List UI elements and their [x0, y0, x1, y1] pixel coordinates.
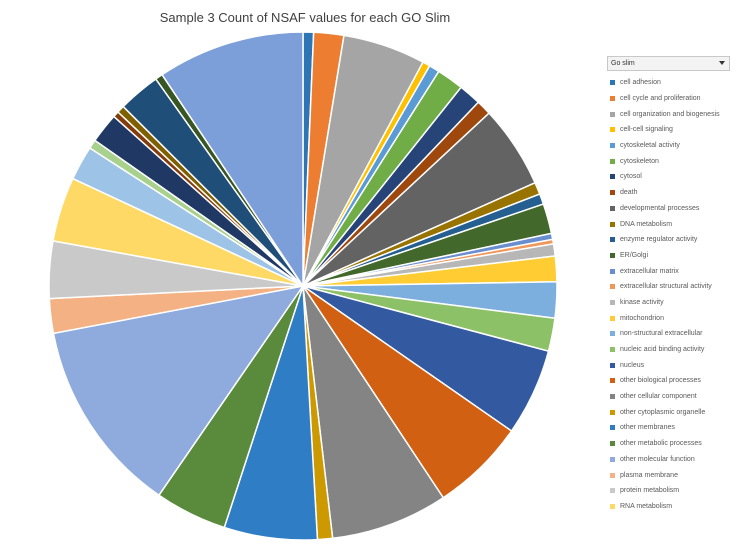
- legend-swatch: [610, 111, 615, 117]
- legend-label: DNA metabolism: [620, 220, 673, 228]
- legend-label: other cellular component: [620, 393, 697, 401]
- legend-swatch: [610, 190, 615, 196]
- legend-item: enzyme regulator activity: [607, 232, 730, 248]
- legend-label: other molecular function: [620, 455, 695, 463]
- pie-chart: [48, 31, 558, 541]
- legend-label: enzyme regulator activity: [620, 236, 698, 244]
- legend-label: ER/Golgi: [620, 251, 649, 259]
- legend-label: cell-cell signaling: [620, 126, 673, 134]
- legend-swatch: [610, 503, 615, 509]
- legend-item: protein metabolism: [607, 483, 730, 499]
- legend-item: extracellular structural activity: [607, 279, 730, 295]
- legend-swatch: [610, 237, 615, 243]
- legend-item: cell cycle and proliferation: [607, 91, 730, 107]
- legend-swatch: [610, 456, 615, 462]
- legend-swatch: [610, 174, 615, 180]
- legend-item: RNA metabolism: [607, 499, 730, 515]
- legend-label: other metabolic processes: [620, 440, 702, 448]
- legend-label: extracellular structural activity: [620, 283, 712, 291]
- legend-label: cytoskeletal activity: [620, 142, 680, 150]
- legend-item: other metabolic processes: [607, 436, 730, 452]
- legend-item: other molecular function: [607, 452, 730, 468]
- legend: Go slim cell adhesion cell cycle and prol…: [607, 56, 730, 514]
- legend-swatch: [610, 143, 615, 149]
- legend-label: extracellular matrix: [620, 267, 679, 275]
- legend-item: cell-cell signaling: [607, 122, 730, 138]
- legend-swatch: [610, 96, 615, 102]
- legend-swatch: [610, 472, 615, 478]
- legend-label: protein metabolism: [620, 487, 680, 495]
- legend-label: kinase activity: [620, 298, 664, 306]
- legend-item: death: [607, 185, 730, 201]
- legend-item: extracellular matrix: [607, 263, 730, 279]
- legend-label: cell cycle and proliferation: [620, 95, 701, 103]
- chevron-down-icon[interactable]: [719, 61, 725, 65]
- legend-swatch: [610, 378, 615, 384]
- legend-filter-dropdown[interactable]: Go slim: [607, 56, 730, 71]
- legend-item: other cellular component: [607, 389, 730, 405]
- legend-item: kinase activity: [607, 295, 730, 311]
- legend-label: non-structural extracellular: [620, 330, 703, 338]
- legend-label: nucleus: [620, 361, 645, 369]
- legend-item: cell organization and biogenesis: [607, 106, 730, 122]
- legend-item: DNA metabolism: [607, 216, 730, 232]
- pie-slice-35: [161, 31, 304, 289]
- pie-slice-20: [302, 285, 445, 540]
- legend-label: nucleic acid binding activity: [620, 346, 705, 354]
- legend-swatch: [610, 425, 615, 431]
- legend-swatch: [610, 362, 615, 368]
- legend-label: cytosol: [620, 173, 642, 181]
- legend-swatch: [610, 205, 615, 211]
- legend-label: cytoskeleton: [620, 157, 659, 165]
- legend-item: nucleic acid binding activity: [607, 342, 730, 358]
- legend-swatch: [610, 284, 615, 290]
- legend-swatch: [610, 221, 615, 227]
- legend-label: plasma membrane: [620, 471, 678, 479]
- legend-item: cytosol: [607, 169, 730, 185]
- legend-swatch: [610, 268, 615, 274]
- legend-header-label: Go slim: [611, 60, 635, 67]
- legend-label: other membranes: [620, 424, 675, 432]
- legend-swatch: [610, 394, 615, 400]
- legend-swatch: [610, 441, 615, 447]
- legend-swatch: [610, 252, 615, 258]
- legend-item: other biological processes: [607, 373, 730, 389]
- legend-item: ER/Golgi: [607, 248, 730, 264]
- legend-label: RNA metabolism: [620, 502, 673, 510]
- legend-items: cell adhesion cell cycle and proliferatio…: [607, 75, 730, 514]
- legend-item: other cytoplasmic organelle: [607, 404, 730, 420]
- legend-item: plasma membrane: [607, 467, 730, 483]
- legend-swatch: [610, 488, 615, 494]
- legend-swatch: [610, 331, 615, 337]
- legend-item: cell adhesion: [607, 75, 730, 91]
- legend-item: mitochondrion: [607, 310, 730, 326]
- legend-item: developmental processes: [607, 201, 730, 217]
- legend-item: cytoskeletal activity: [607, 138, 730, 154]
- legend-swatch: [610, 299, 615, 305]
- pie-slices: [48, 31, 558, 541]
- legend-swatch: [610, 127, 615, 133]
- legend-swatch: [610, 158, 615, 164]
- legend-label: developmental processes: [620, 204, 700, 212]
- legend-swatch: [610, 409, 615, 415]
- legend-swatch: [610, 80, 615, 86]
- legend-swatch: [610, 315, 615, 321]
- legend-item: other membranes: [607, 420, 730, 436]
- chart-title: Sample 3 Count of NSAF values for each G…: [159, 10, 451, 25]
- legend-item: nucleus: [607, 357, 730, 373]
- legend-item: non-structural extracellular: [607, 326, 730, 342]
- legend-label: other biological processes: [620, 377, 701, 385]
- legend-label: cell organization and biogenesis: [620, 110, 720, 118]
- legend-swatch: [610, 347, 615, 353]
- legend-label: death: [620, 189, 638, 197]
- legend-label: other cytoplasmic organelle: [620, 408, 706, 416]
- legend-item: cytoskeleton: [607, 153, 730, 169]
- legend-label: mitochondrion: [620, 314, 664, 322]
- legend-label: cell adhesion: [620, 79, 661, 87]
- pie-slice-24: [52, 284, 305, 497]
